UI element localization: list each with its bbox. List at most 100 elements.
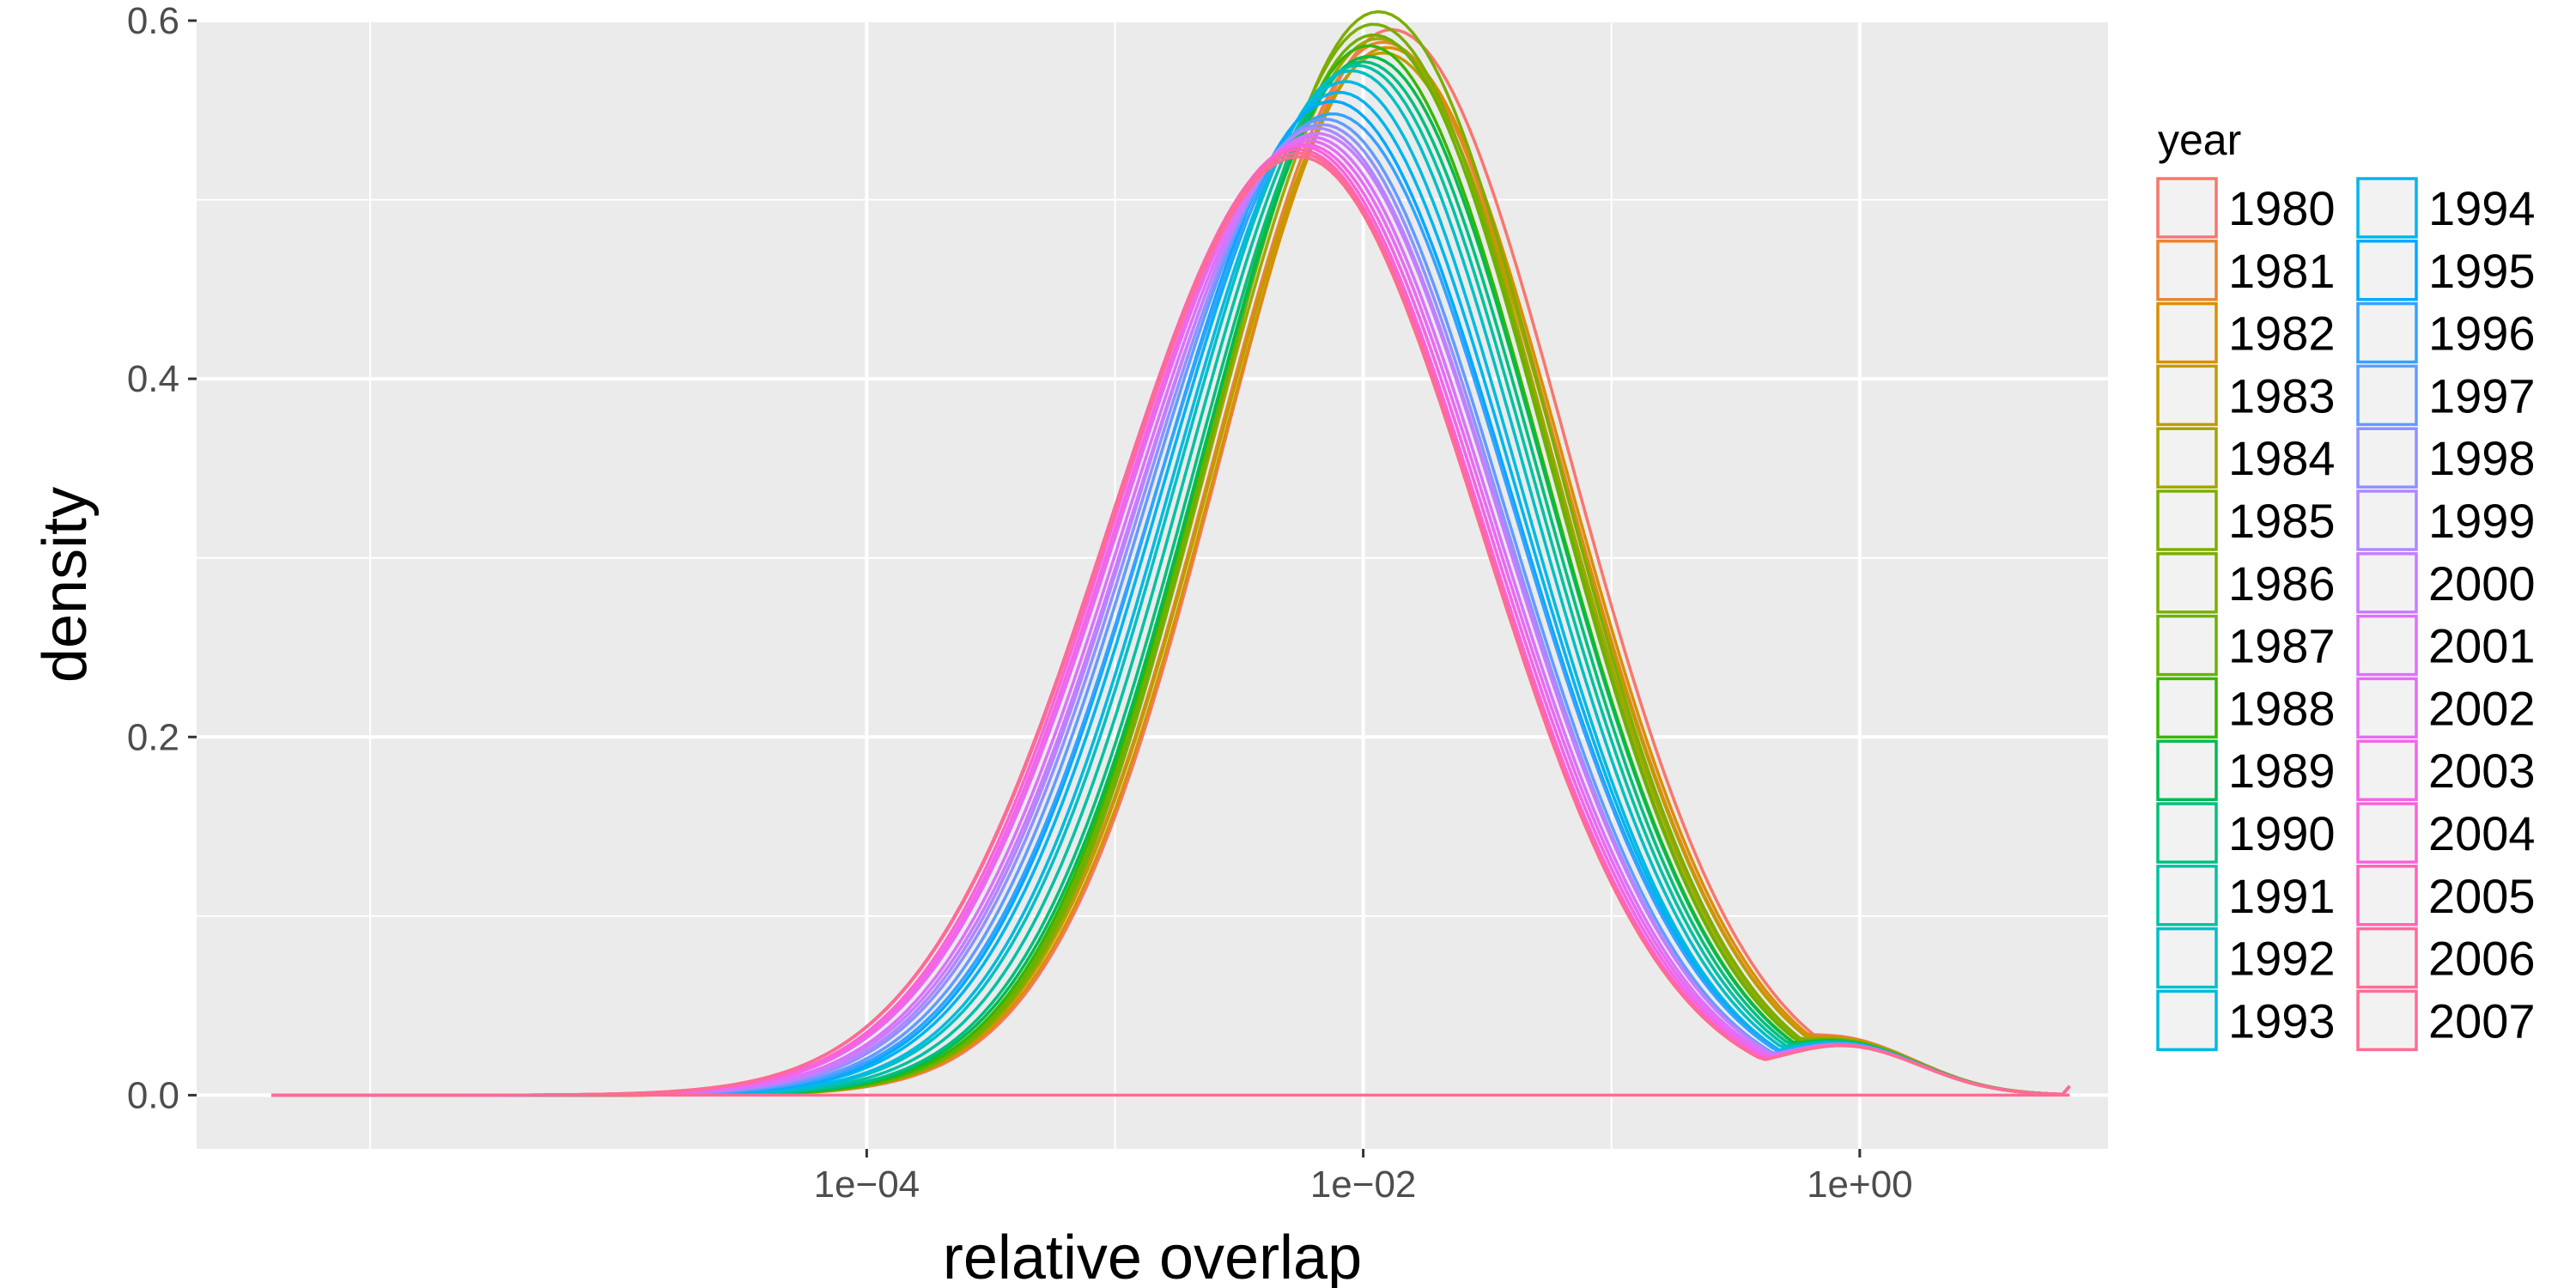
x-tick-label: 1e+00 xyxy=(1807,1163,1913,1206)
legend-label: 2001 xyxy=(2428,619,2536,673)
legend-item-2005: 2005 xyxy=(2358,866,2536,925)
legend-item-1992: 1992 xyxy=(2158,929,2336,987)
legend-label: 1999 xyxy=(2428,494,2536,548)
legend-item-1995: 1995 xyxy=(2358,241,2536,300)
legend-label: 2006 xyxy=(2428,932,2536,986)
legend-label: 1994 xyxy=(2428,181,2536,235)
legend-item-2000: 2000 xyxy=(2358,554,2536,612)
legend-label: 1988 xyxy=(2228,681,2336,735)
legend-label: 1983 xyxy=(2228,368,2336,422)
legend-item-2003: 2003 xyxy=(2358,741,2536,799)
legend-key xyxy=(2358,428,2416,487)
legend-key xyxy=(2358,179,2416,237)
y-tick-label: 0.2 xyxy=(127,716,179,758)
legend-title: year xyxy=(2158,116,2241,164)
legend-label: 1997 xyxy=(2428,368,2536,422)
legend-key xyxy=(2358,617,2416,675)
legend-key xyxy=(2358,929,2416,987)
x-tick-label: 1e−02 xyxy=(1310,1163,1417,1206)
legend-key xyxy=(2158,678,2216,737)
y-tick-label: 0.6 xyxy=(127,0,179,42)
legend-label: 1984 xyxy=(2228,431,2336,485)
legend-label: 1987 xyxy=(2228,619,2336,673)
legend-label: 1992 xyxy=(2228,932,2336,986)
x-tick-label: 1e−04 xyxy=(814,1163,920,1206)
legend-item-1993: 1993 xyxy=(2158,991,2336,1049)
legend-item-1989: 1989 xyxy=(2158,741,2336,799)
legend-item-2006: 2006 xyxy=(2358,929,2536,987)
legend-key xyxy=(2358,866,2416,925)
legend-label: 2003 xyxy=(2428,744,2536,798)
legend-label: 1990 xyxy=(2228,806,2336,860)
legend-item-1987: 1987 xyxy=(2158,617,2336,675)
legend-item-1999: 1999 xyxy=(2358,491,2536,550)
legend-label: 1985 xyxy=(2228,494,2336,548)
legend-key xyxy=(2358,491,2416,550)
legend-label: 1991 xyxy=(2228,869,2336,923)
legend-key xyxy=(2358,804,2416,862)
legend-item-1983: 1983 xyxy=(2158,366,2336,424)
legend-key xyxy=(2158,929,2216,987)
legend-key xyxy=(2158,241,2216,300)
legend-item-1991: 1991 xyxy=(2158,866,2336,925)
legend-key xyxy=(2158,428,2216,487)
legend-label: 1982 xyxy=(2228,307,2336,361)
legend-label: 1998 xyxy=(2428,431,2536,485)
legend-item-2002: 2002 xyxy=(2358,678,2536,737)
y-tick-label: 0.0 xyxy=(127,1074,179,1116)
legend-label: 1993 xyxy=(2228,993,2336,1048)
legend-label: 1989 xyxy=(2228,744,2336,798)
legend-item-1985: 1985 xyxy=(2158,491,2336,550)
legend-key xyxy=(2358,304,2416,362)
legend-item-1982: 1982 xyxy=(2158,304,2336,362)
legend-item-1986: 1986 xyxy=(2158,554,2336,612)
legend-key xyxy=(2158,491,2216,550)
x-axis: 1e−04 1e−02 1e+00 xyxy=(814,1149,1913,1206)
legend-item-1984: 1984 xyxy=(2158,428,2336,487)
legend-key xyxy=(2158,866,2216,925)
plot-panel xyxy=(197,21,2108,1149)
legend-items: 1980 1981 1982 1983 1984 1985 1986 1987 1988 1989… xyxy=(2158,179,2536,1049)
legend-item-2007: 2007 xyxy=(2358,991,2536,1049)
legend-key xyxy=(2358,366,2416,424)
legend-item-1980: 1980 xyxy=(2158,179,2336,237)
y-axis-title: density xyxy=(31,487,100,683)
legend-label: 1981 xyxy=(2228,244,2336,298)
legend-item-1988: 1988 xyxy=(2158,678,2336,737)
legend-key xyxy=(2358,678,2416,737)
legend-key xyxy=(2158,554,2216,612)
legend-key xyxy=(2158,804,2216,862)
legend-key xyxy=(2358,241,2416,300)
legend-item-1997: 1997 xyxy=(2358,366,2536,424)
legend-item-1994: 1994 xyxy=(2358,179,2536,237)
legend-key xyxy=(2158,617,2216,675)
legend-key xyxy=(2158,741,2216,799)
legend-key xyxy=(2158,991,2216,1049)
legend-item-1990: 1990 xyxy=(2158,804,2336,862)
legend-key xyxy=(2158,304,2216,362)
legend-item-2004: 2004 xyxy=(2358,804,2536,862)
legend-item-1998: 1998 xyxy=(2358,428,2536,487)
legend-label: 2002 xyxy=(2428,681,2536,735)
legend: year 19801981198219831984198519861987198… xyxy=(2158,116,2536,1049)
legend-key xyxy=(2158,179,2216,237)
legend-key xyxy=(2358,554,2416,612)
legend-label: 2004 xyxy=(2428,806,2536,860)
legend-key xyxy=(2358,741,2416,799)
legend-label: 2005 xyxy=(2428,869,2536,923)
legend-item-2001: 2001 xyxy=(2358,617,2536,675)
legend-label: 1995 xyxy=(2428,244,2536,298)
legend-label: 2007 xyxy=(2428,993,2536,1048)
legend-key xyxy=(2358,991,2416,1049)
legend-label: 2000 xyxy=(2428,556,2536,611)
y-tick-label: 0.4 xyxy=(127,358,179,400)
legend-key xyxy=(2158,366,2216,424)
legend-item-1996: 1996 xyxy=(2358,304,2536,362)
x-axis-title: relative overlap xyxy=(943,1224,1362,1288)
legend-label: 1996 xyxy=(2428,307,2536,361)
legend-label: 1986 xyxy=(2228,556,2336,611)
y-axis: 0.0 0.2 0.4 0.6 xyxy=(127,0,197,1116)
legend-item-1981: 1981 xyxy=(2158,241,2336,300)
legend-label: 1980 xyxy=(2228,181,2336,235)
